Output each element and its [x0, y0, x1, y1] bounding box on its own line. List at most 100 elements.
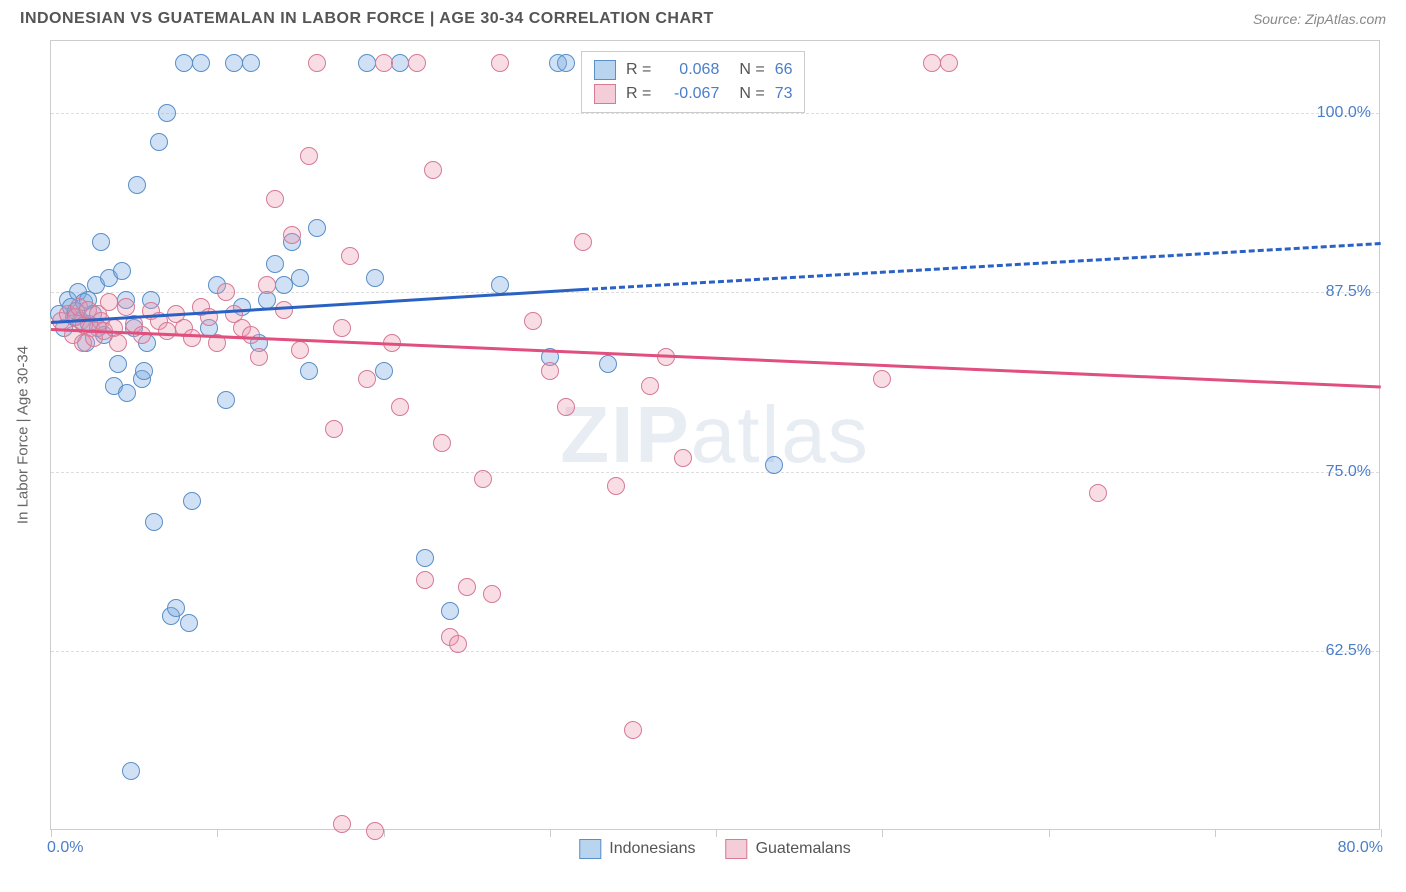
scatter-point [300, 147, 318, 165]
scatter-point [283, 226, 301, 244]
legend-label: Indonesians [609, 840, 695, 858]
source-attribution: Source: ZipAtlas.com [1253, 11, 1386, 27]
scatter-point [765, 456, 783, 474]
scatter-point [483, 585, 501, 603]
xtick [1049, 829, 1050, 837]
scatter-point [118, 384, 136, 402]
plot-area: In Labor Force | Age 30-34 ZIPatlas 62.5… [50, 40, 1380, 830]
scatter-point [300, 362, 318, 380]
scatter-point [541, 362, 559, 380]
scatter-point [366, 269, 384, 287]
scatter-point [308, 54, 326, 72]
scatter-point [117, 298, 135, 316]
scatter-point [375, 362, 393, 380]
scatter-point [424, 161, 442, 179]
scatter-point [175, 54, 193, 72]
xtick [217, 829, 218, 837]
xtick [550, 829, 551, 837]
scatter-point [122, 762, 140, 780]
xtick [51, 829, 52, 837]
scatter-point [624, 721, 642, 739]
scatter-point [358, 54, 376, 72]
scatter-point [109, 355, 127, 373]
scatter-point [391, 398, 409, 416]
scatter-point [599, 355, 617, 373]
scatter-point [291, 341, 309, 359]
scatter-point [341, 247, 359, 265]
scatter-point [574, 233, 592, 251]
legend-item: Guatemalans [726, 839, 851, 859]
scatter-point [333, 319, 351, 337]
scatter-point [266, 255, 284, 273]
scatter-point [250, 348, 268, 366]
stats-N-label: N = [739, 85, 764, 103]
gridline [51, 651, 1379, 652]
scatter-point [557, 398, 575, 416]
legend-item: Indonesians [579, 839, 695, 859]
watermark-bold: ZIP [560, 390, 690, 479]
scatter-point [128, 176, 146, 194]
scatter-point [217, 283, 235, 301]
stats-R-label: R = [626, 61, 651, 79]
stats-row: R = 0.068 N = 66 [594, 58, 792, 82]
scatter-point [242, 54, 260, 72]
chart-title: INDONESIAN VS GUATEMALAN IN LABOR FORCE … [20, 10, 714, 28]
scatter-point [325, 420, 343, 438]
xaxis-end-label: 80.0% [1338, 839, 1383, 857]
scatter-point [183, 329, 201, 347]
scatter-point [557, 54, 575, 72]
scatter-point [291, 269, 309, 287]
scatter-point [109, 334, 127, 352]
scatter-point [145, 513, 163, 531]
scatter-point [491, 276, 509, 294]
scatter-point [333, 815, 351, 833]
header: INDONESIAN VS GUATEMALAN IN LABOR FORCE … [0, 0, 1406, 32]
scatter-point [266, 190, 284, 208]
stats-row: R = -0.067N = 73 [594, 82, 792, 106]
scatter-point [433, 434, 451, 452]
trend-line [583, 242, 1381, 291]
scatter-point [308, 219, 326, 237]
scatter-point [135, 362, 153, 380]
scatter-point [873, 370, 891, 388]
scatter-point [641, 377, 659, 395]
scatter-point [441, 602, 459, 620]
stats-R-value: 0.068 [661, 61, 719, 79]
scatter-point [366, 822, 384, 840]
scatter-point [524, 312, 542, 330]
scatter-point [674, 449, 692, 467]
scatter-point [217, 391, 235, 409]
scatter-point [449, 635, 467, 653]
stats-N-value: 73 [775, 85, 793, 103]
legend-swatch [594, 84, 616, 104]
scatter-point [474, 470, 492, 488]
watermark: ZIPatlas [560, 389, 869, 481]
scatter-point [491, 54, 509, 72]
scatter-point [416, 549, 434, 567]
scatter-point [275, 276, 293, 294]
scatter-point [192, 54, 210, 72]
stats-N-label: N = [739, 61, 764, 79]
ytick-label: 75.0% [1326, 463, 1371, 481]
xtick [1381, 829, 1382, 837]
scatter-point [416, 571, 434, 589]
scatter-point [92, 233, 110, 251]
stats-N-value: 66 [775, 61, 793, 79]
scatter-point [113, 262, 131, 280]
scatter-point [923, 54, 941, 72]
scatter-point [458, 578, 476, 596]
legend-swatch [726, 839, 748, 859]
scatter-point [408, 54, 426, 72]
scatter-point [158, 104, 176, 122]
scatter-point [167, 599, 185, 617]
scatter-point [391, 54, 409, 72]
bottom-legend: Indonesians Guatemalans [579, 839, 850, 859]
chart-container: INDONESIAN VS GUATEMALAN IN LABOR FORCE … [0, 0, 1406, 892]
scatter-point [158, 322, 176, 340]
xtick [716, 829, 717, 837]
scatter-point [100, 293, 118, 311]
scatter-point [183, 492, 201, 510]
scatter-point [1089, 484, 1107, 502]
scatter-point [225, 54, 243, 72]
gridline [51, 292, 1379, 293]
